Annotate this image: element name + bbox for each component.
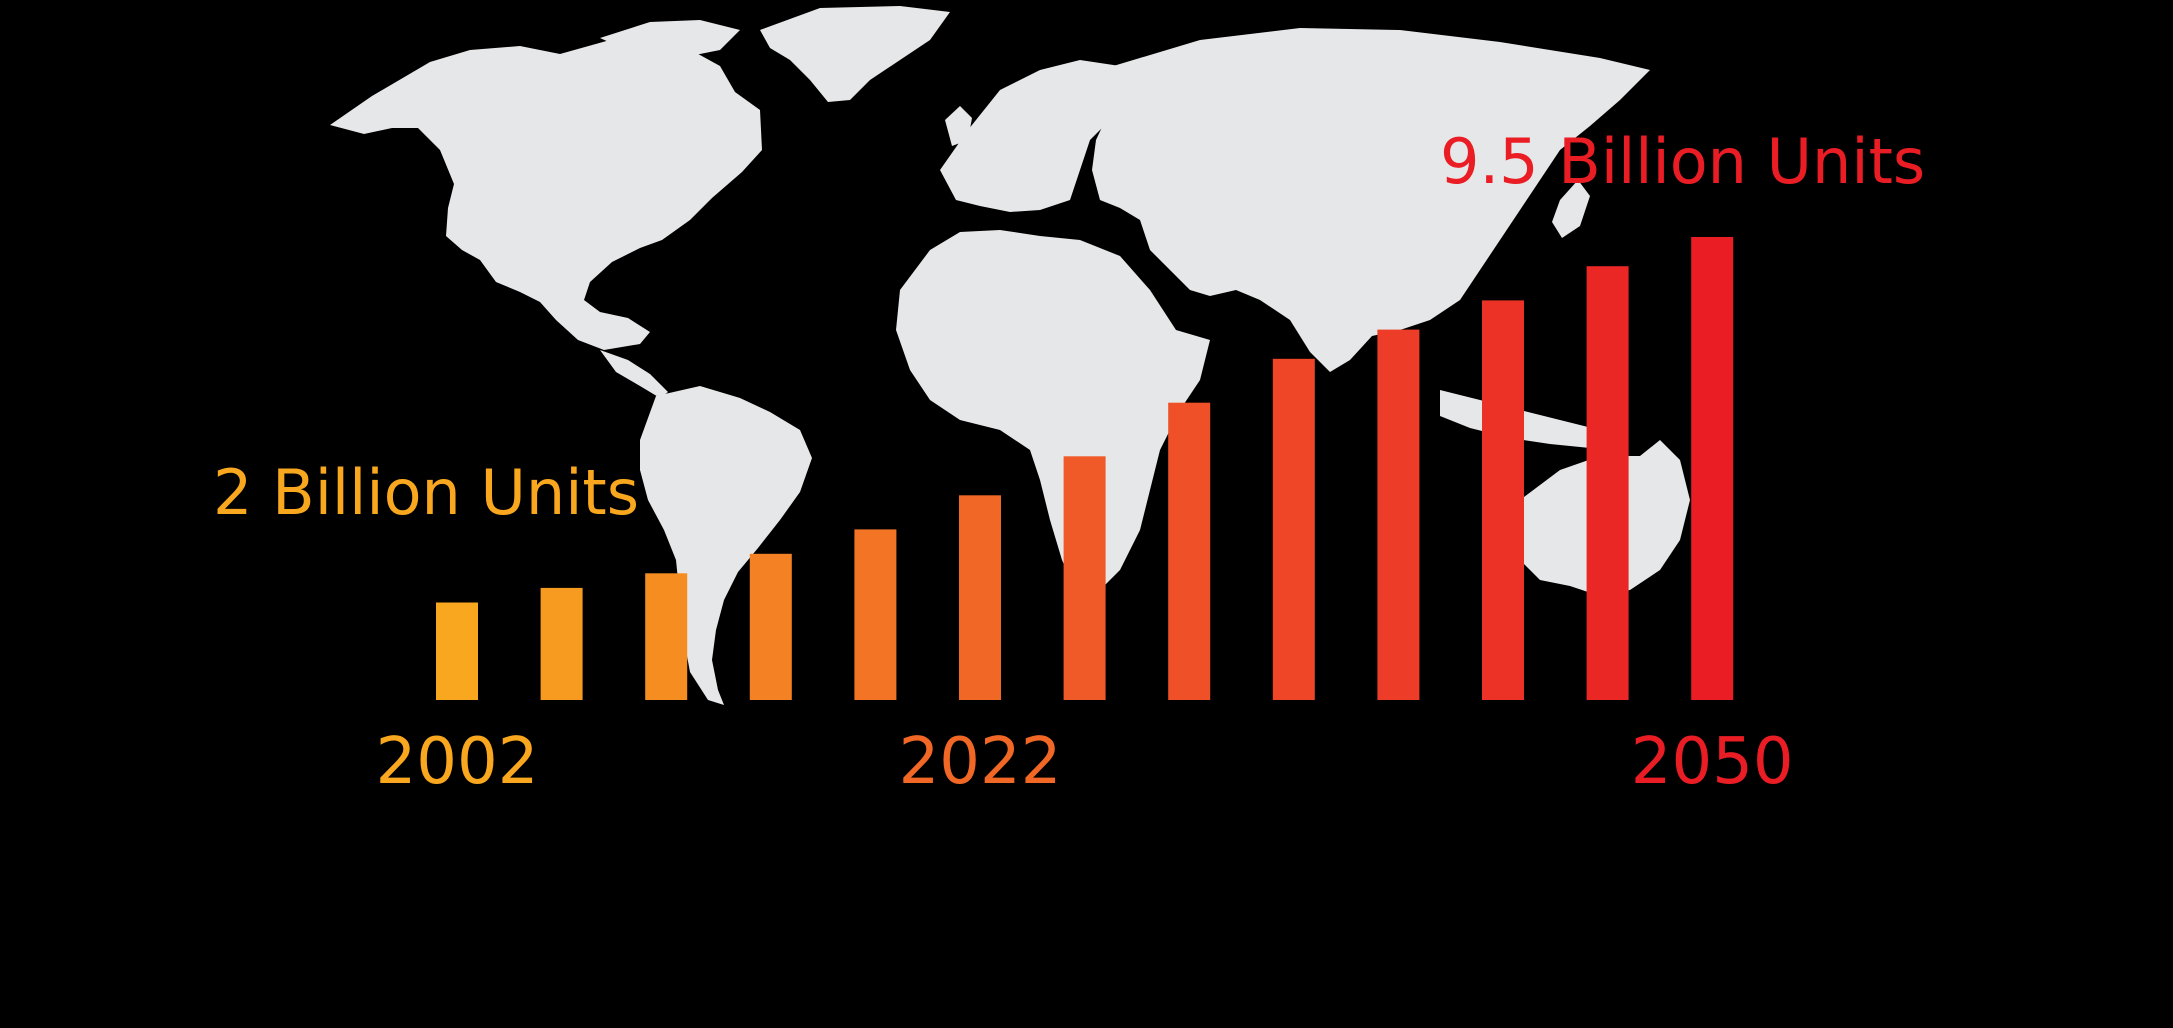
x-tick-label: 2022 — [899, 725, 1062, 799]
annotations-group: 2 Billion Units 9.5 Billion Units — [213, 125, 1925, 529]
bar-2 — [645, 573, 688, 700]
bar-5 — [959, 495, 1001, 700]
map-uk — [945, 106, 972, 146]
map-europe — [940, 60, 1130, 212]
bar-3 — [749, 553, 792, 700]
map-asia — [1092, 28, 1650, 372]
map-central-america — [600, 350, 668, 398]
bar-11 — [1586, 266, 1629, 700]
map-africa — [896, 230, 1210, 592]
bar-8 — [1272, 358, 1315, 700]
x-tick-label: 2050 — [1631, 725, 1794, 799]
bar-12 — [1691, 237, 1734, 700]
map-greenland — [760, 6, 950, 102]
bar-0 — [436, 602, 478, 700]
map-japan — [1552, 180, 1590, 238]
start-value-annotation: 2 Billion Units — [213, 456, 639, 529]
bar-4 — [854, 529, 897, 700]
x-tick-label: 2002 — [376, 725, 539, 799]
bar-6 — [1063, 456, 1106, 700]
bar-9 — [1377, 329, 1420, 700]
bar-10 — [1482, 300, 1524, 700]
map-arctic-islands — [600, 20, 740, 58]
x-tick-labels-group: 2002 2022 2050 — [376, 725, 1794, 799]
end-value-annotation: 9.5 Billion Units — [1440, 125, 1925, 198]
bar-1 — [540, 587, 583, 700]
world-map-graphic — [330, 6, 1730, 705]
bars-group — [436, 237, 1734, 700]
bar-7 — [1168, 402, 1211, 700]
map-north-america — [330, 40, 762, 350]
